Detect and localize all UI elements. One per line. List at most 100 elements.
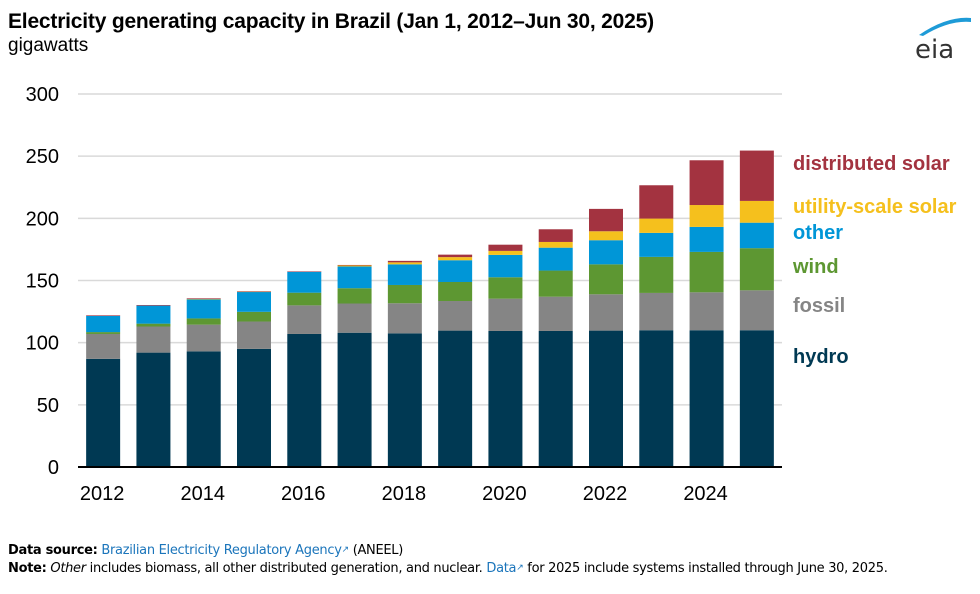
legend-wind: wind: [792, 256, 839, 278]
bar-other-2024: [689, 226, 724, 252]
external-link-icon: ↗: [341, 545, 350, 555]
y-tick-label: 50: [37, 395, 59, 417]
bar-group-2018: [387, 260, 422, 467]
legend-hydro: hydro: [793, 346, 849, 368]
bar-group-2024: [689, 160, 724, 467]
bars: [86, 150, 774, 467]
bar-wind-2023: [639, 256, 674, 293]
legend-fossil: fossil: [793, 295, 845, 317]
bar-fossil-2024: [689, 292, 724, 331]
bar-wind-2016: [287, 292, 322, 306]
eia-logo[interactable]: eia: [905, 8, 975, 63]
bar-utility-scale-solar-2019: [438, 257, 473, 261]
bar-hydro-2019: [438, 330, 473, 467]
x-tick-label: 2024: [683, 483, 728, 505]
bar-fossil-2012: [86, 333, 121, 359]
bar-group-2015: [237, 291, 271, 467]
bar-distributed-solar-2022: [589, 208, 623, 232]
bar-hydro-2021: [538, 330, 573, 467]
bar-other-2015: [237, 291, 271, 312]
bar-fossil-2022: [589, 294, 623, 331]
bar-group-2014: [186, 298, 221, 467]
x-tick-label: 2012: [80, 483, 125, 505]
bar-wind-2021: [538, 270, 573, 297]
chart-title: Electricity generating capacity in Brazi…: [8, 10, 654, 33]
bar-utility-scale-solar-2021: [538, 241, 573, 248]
x-tick-label: 2014: [180, 483, 225, 505]
legend-distributed-solar: distributed solar: [793, 153, 950, 175]
note-text-2: for 2025 include systems installed throu…: [527, 561, 888, 576]
bar-utility-scale-solar-2020: [488, 250, 523, 255]
data-source-link[interactable]: Brazilian Electricity Regulatory Agency: [101, 543, 342, 558]
bar-utility-scale-solar-2018: [387, 262, 422, 265]
bar-wind-2015: [237, 311, 271, 322]
bar-fossil-2021: [538, 296, 573, 331]
bar-other-2020: [488, 254, 523, 278]
x-axis: 2012 2014 2016 2018 2020 2022 2024: [78, 466, 782, 505]
bar-distributed-solar-2015: [237, 291, 271, 292]
bar-other-2016: [287, 271, 322, 293]
bar-fossil-2013: [136, 326, 171, 353]
bar-utility-scale-solar-2023: [639, 218, 674, 233]
bar-fossil-2025: [739, 290, 774, 331]
y-tick-label: 200: [26, 208, 59, 230]
bar-wind-2013: [136, 323, 171, 327]
bar-group-2022: [589, 208, 623, 467]
note-italic: Other: [50, 561, 86, 576]
bar-distributed-solar-2021: [538, 229, 573, 242]
note-text: includes biomass, all other distributed …: [89, 561, 483, 576]
bar-fossil-2017: [337, 303, 372, 333]
bar-hydro-2015: [237, 348, 271, 467]
y-tick-label: 300: [26, 84, 59, 106]
bar-fossil-2014: [186, 324, 221, 352]
note-line: Note: Other includes biomass, all other …: [8, 561, 888, 576]
bar-utility-scale-solar-2024: [689, 205, 724, 227]
data-source-suffix: (ANEEL): [352, 543, 404, 558]
bar-hydro-2016: [287, 333, 322, 467]
bar-wind-2014: [186, 318, 221, 325]
bar-other-2025: [739, 222, 774, 249]
y-tick-label: 100: [26, 333, 59, 355]
bar-group-2019: [438, 254, 473, 467]
legend-other: other: [793, 222, 843, 244]
legend-utility-scale-solar: utility-scale solar: [793, 196, 957, 218]
bar-group-2020: [488, 244, 523, 467]
bar-fossil-2023: [639, 292, 674, 331]
bar-other-2022: [589, 240, 623, 265]
eia-logo-arc-icon: [919, 17, 971, 36]
x-tick-label: 2020: [482, 483, 527, 505]
x-tick-label: 2022: [583, 483, 628, 505]
bar-hydro-2020: [488, 330, 523, 467]
x-tick-label: 2018: [382, 483, 427, 505]
bar-hydro-2012: [86, 358, 121, 467]
bar-group-2025: [739, 150, 774, 467]
bar-distributed-solar-2019: [438, 254, 473, 258]
bar-hydro-2017: [337, 332, 372, 467]
bar-hydro-2022: [589, 330, 623, 467]
bar-distributed-solar-2017: [337, 264, 372, 266]
y-tick-label: 150: [26, 271, 59, 293]
bar-fossil-2019: [438, 301, 473, 331]
bar-distributed-solar-2016: [287, 271, 322, 272]
bar-utility-scale-solar-2025: [739, 200, 774, 223]
eia-logo-text: eia: [915, 35, 954, 63]
bar-wind-2022: [589, 264, 623, 295]
y-tick-label: 250: [26, 146, 59, 168]
bar-hydro-2025: [739, 330, 774, 467]
bar-other-2012: [86, 315, 121, 333]
bar-group-2023: [639, 185, 674, 467]
bar-fossil-2015: [237, 321, 271, 349]
bar-group-2016: [287, 271, 322, 467]
bar-other-2021: [538, 247, 573, 271]
y-tick-label: 0: [48, 457, 59, 479]
bar-hydro-2023: [639, 330, 674, 467]
bar-other-2017: [337, 266, 372, 289]
data-source-line: Data source: Brazilian Electricity Regul…: [8, 543, 403, 558]
bar-distributed-solar-2023: [639, 185, 674, 219]
data-source-label: Data source:: [8, 543, 98, 558]
bar-distributed-solar-2014: [186, 298, 221, 299]
bar-group-2021: [538, 229, 573, 467]
data-link[interactable]: Data: [486, 561, 517, 576]
bar-wind-2020: [488, 277, 523, 299]
